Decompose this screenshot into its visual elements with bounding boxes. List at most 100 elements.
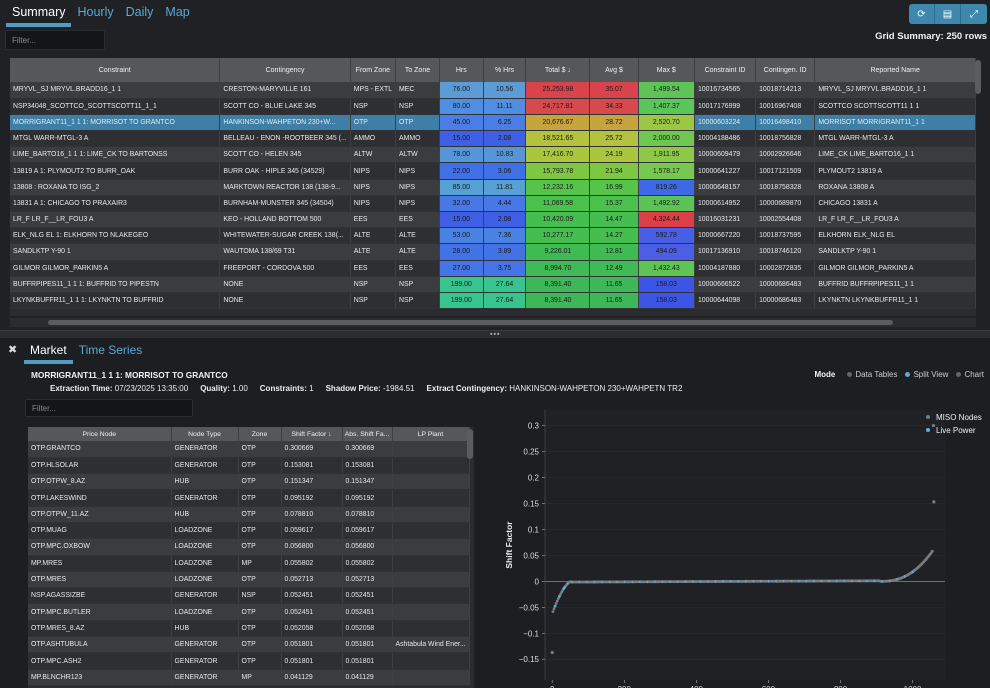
price-filter-input[interactable]: Filter...: [25, 399, 193, 417]
table-cell: 20,676.67: [525, 114, 591, 132]
table-cell: 8,391.40: [525, 292, 591, 310]
drag-handle-icon[interactable]: ▪▪▪: [490, 331, 501, 338]
table-row[interactable]: LR_F LR_F__LR_FOU3 A KEO - HOLLAND BOTTOM…: [10, 211, 976, 229]
table-row[interactable]: SANDLKTP Y-90 1 WAUTOMA 138/69 T31 ALTE ALT…: [10, 243, 976, 261]
table-cell: BELLEAU - ENON -ROOTBEER 345 (...: [219, 130, 351, 148]
table-cell: [392, 603, 470, 621]
column-header[interactable]: Avg $: [589, 58, 639, 82]
table-cell: NSP: [395, 276, 440, 293]
column-header[interactable]: Max $: [638, 58, 695, 82]
column-header[interactable]: Constraint: [10, 58, 221, 82]
column-header[interactable]: Node Type: [171, 427, 239, 441]
table-row[interactable]: LKYNKBUFFR11_1 1 1: LKYNKTN TO BUFFRID NO…: [10, 292, 976, 310]
table-cell: 0.051801: [342, 652, 393, 670]
table-row[interactable]: 13819 A 1: PLYMOUT2 TO BURR_OAK BURR OAK …: [10, 162, 976, 180]
column-header[interactable]: To Zone: [395, 58, 440, 82]
table-cell: 0.041129: [281, 669, 343, 686]
table-row[interactable]: MTGL WARR-MTGL-3 A BELLEAU - ENON -ROOTBE…: [10, 130, 976, 148]
tab-map[interactable]: Map: [165, 5, 190, 19]
tab-daily[interactable]: Daily: [125, 5, 154, 19]
column-header[interactable]: Reported Name: [814, 58, 976, 82]
market-tabs: Market Time Series: [24, 342, 148, 364]
table-row[interactable]: OTP.LAKESWIND GENERATOR OTP 0.095192 0.09519…: [28, 489, 470, 507]
table-row[interactable]: OTP.GRANTCO GENERATOR OTP 0.300669 0.300669: [28, 441, 470, 458]
column-header[interactable]: Constraint ID: [694, 58, 757, 82]
column-header[interactable]: Contingency: [219, 58, 351, 82]
summary-body: MRYVL_SJ MRYVL.BRADD16_1 1 CRESTON-MARYVI…: [10, 82, 976, 310]
table-cell: OTP.MUAG: [28, 522, 172, 540]
table-cell: NIPS: [350, 162, 397, 180]
tab-summary[interactable]: Summary: [6, 3, 72, 27]
scrollbar-thumb[interactable]: [48, 320, 893, 325]
table-cell: LOADZONE: [171, 603, 239, 621]
table-row[interactable]: OTP.OTPW_11.AZ HUB OTP 0.078810 0.078810: [28, 506, 470, 523]
table-cell: 9,226.01: [525, 243, 591, 261]
table-row[interactable]: NSP.AGASSIZBE GENERATOR NSP 0.052451 0.05245…: [28, 587, 470, 605]
summary-horizontal-scrollbar[interactable]: [10, 318, 976, 327]
column-header[interactable]: Abs. Shift Fa...: [342, 427, 393, 441]
table-cell: OTP.MRES_8.AZ: [28, 620, 172, 638]
table-cell: 8,994.70: [525, 260, 591, 277]
table-row[interactable]: NSP34048_SCOTTCO_SCOTTSCOTT11_1_1 SCOTT C…: [10, 98, 976, 115]
tab-hourly[interactable]: Hourly: [77, 5, 114, 19]
column-header[interactable]: Total $ ↓: [525, 58, 591, 82]
summary-panel: Summary Hourly Daily Map ⟳ ▤ ⤢ Filter...…: [0, 0, 990, 330]
table-row[interactable]: OTP.MPC.BUTLER LOADZONE OTP 0.052451 0.05245…: [28, 603, 470, 621]
table-cell: 0.056800: [281, 538, 343, 556]
table-row[interactable]: MORRIGRANT11_1 1 1: MORRISOT TO GRANTCO H…: [10, 114, 976, 132]
column-header[interactable]: Shift Factor ↓: [281, 427, 343, 441]
mode-data-tables[interactable]: Data Tables: [847, 370, 897, 379]
table-cell: 11.11: [483, 98, 527, 115]
table-cell: 0.052713: [281, 571, 343, 589]
column-header[interactable]: Hrs: [439, 58, 484, 82]
table-cell: SANDLKTP Y-90 1: [814, 243, 976, 261]
summary-vertical-scrollbar[interactable]: [975, 60, 981, 94]
tab-market[interactable]: Market: [24, 342, 73, 364]
mode-label: Mode: [814, 370, 836, 379]
table-row[interactable]: 13808 : ROXANA TO ISG_2 MARKTOWN REACTOR …: [10, 179, 976, 196]
table-row[interactable]: OTP.ASHTUBULA GENERATOR OTP 0.051801 0.05180…: [28, 636, 470, 654]
legend-label: Live Power: [936, 426, 976, 435]
refresh-button[interactable]: ⟳: [909, 4, 935, 24]
table-row[interactable]: LIME_BARTO16_1 1 1: LIME_CK TO BARTONSS S…: [10, 146, 976, 164]
column-header[interactable]: Zone: [238, 427, 282, 441]
summary-filter-input[interactable]: Filter...: [5, 30, 105, 50]
table-row[interactable]: OTP.OTPW_8.AZ HUB OTP 0.151347 0.151347: [28, 473, 470, 491]
mode-split-view[interactable]: Split View: [905, 370, 948, 379]
shift-factor-chart: 0.3 0.25 0.2 0.15 0.1 0.05 0 −0.05 −0.1 −0.15 0 200…: [504, 410, 982, 688]
table-cell: ELKHORN ELK_NLG EL: [814, 227, 976, 245]
table-cell: ALTE: [350, 243, 397, 261]
table-cell: MTGL WARR-MTGL-3 A: [10, 130, 221, 148]
table-row[interactable]: BUFFRPIPES11_1 1 1: BUFFRID TO PIPESTN NO…: [10, 276, 976, 293]
outlier-point: [932, 500, 936, 504]
table-row[interactable]: MRYVL_SJ MRYVL.BRADD16_1 1 CRESTON-MARYVI…: [10, 82, 976, 99]
table-row[interactable]: OTP.MUAG LOADZONE OTP 0.059617 0.059617: [28, 522, 470, 540]
table-cell: [392, 669, 470, 686]
mode-chart[interactable]: Chart: [956, 370, 984, 379]
export-button[interactable]: ▤: [935, 4, 961, 24]
split-divider[interactable]: [0, 330, 990, 338]
table-row[interactable]: OTP.MRES_8.AZ HUB OTP 0.052058 0.052058: [28, 620, 470, 638]
table-row[interactable]: 13831 A 1: CHICAGO TO PRAXAIR3 BURNHAM-MU…: [10, 195, 976, 213]
column-header[interactable]: Price Node: [28, 427, 172, 441]
table-row[interactable]: MP.BLNCHR123 GENERATOR MP 0.041129 0.041129: [28, 669, 470, 686]
table-cell: MTGL WARR-MTGL-3 A: [814, 130, 976, 148]
price-vertical-scrollbar[interactable]: [467, 429, 473, 459]
column-header[interactable]: LP Plant: [392, 427, 470, 441]
close-icon[interactable]: ✖: [8, 344, 18, 356]
table-row[interactable]: GILMOR GILMOR_PARKIN5 A FREEPORT - CORDOV…: [10, 260, 976, 277]
table-row[interactable]: OTP.MRES LOADZONE OTP 0.052713 0.052713: [28, 571, 470, 589]
table-row[interactable]: MP.MRES LOADZONE MP 0.055802 0.055802: [28, 555, 470, 572]
table-row[interactable]: OTP.HLSOLAR GENERATOR OTP 0.153081 0.153081: [28, 457, 470, 475]
column-header[interactable]: From Zone: [350, 58, 397, 82]
table-cell: 6.25: [483, 114, 527, 132]
tab-time-series[interactable]: Time Series: [78, 343, 143, 357]
market-panel: ✖ Market Time Series MORRIGRANT11_1 1 1:…: [0, 338, 990, 688]
table-row[interactable]: OTP.MPC.OXBOW LOADZONE OTP 0.056800 0.056800: [28, 538, 470, 556]
column-header[interactable]: % Hrs: [483, 58, 527, 82]
column-header[interactable]: Contingen. ID: [755, 58, 816, 82]
table-row[interactable]: ELK_NLG EL 1: ELKHORN TO NLAKEGEO WHITEWA…: [10, 227, 976, 245]
table-row[interactable]: OTP.MPC.ASH2 GENERATOR OTP 0.051801 0.051801: [28, 652, 470, 670]
expand-button[interactable]: ⤢: [961, 4, 987, 24]
